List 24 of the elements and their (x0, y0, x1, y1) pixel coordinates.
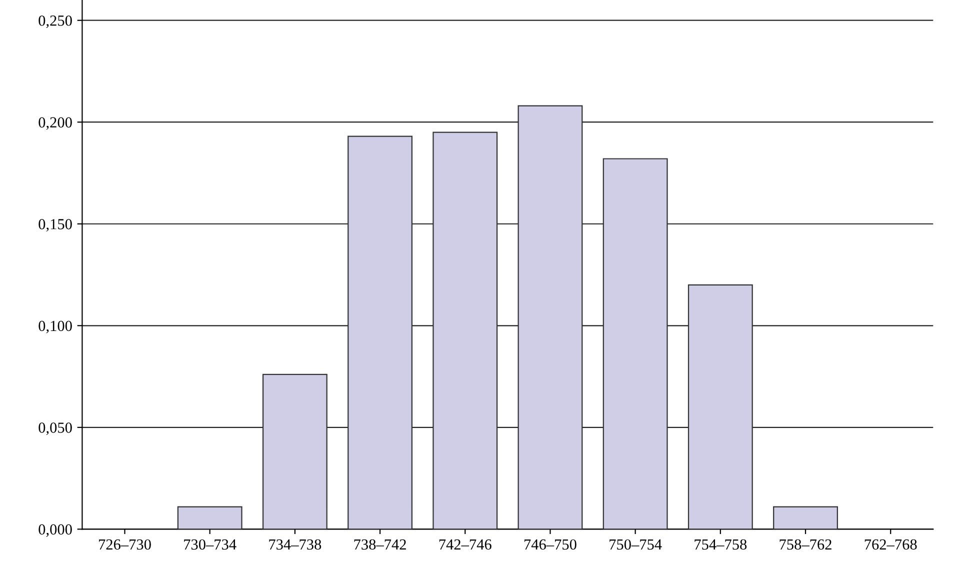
bar (602, 158, 668, 530)
x-tick-label: 734–738 (269, 539, 322, 550)
x-tick-label: 762–768 (864, 539, 917, 550)
x-tick-label: 726–730 (99, 539, 151, 550)
y-tick-label: 0,050 (38, 422, 72, 436)
x-tick-label: 742–746 (439, 539, 492, 550)
x-tick-label: 746–750 (524, 539, 576, 550)
y-tick-label: 0,000 (38, 524, 72, 537)
y-tick-label: 0,250 (38, 15, 72, 28)
bar (262, 374, 328, 530)
x-tick-label: 750–754 (610, 539, 662, 550)
y-tick-label: 0,100 (38, 320, 72, 334)
y-tick-label: 0,200 (38, 117, 72, 130)
bar (518, 105, 583, 530)
bar (432, 132, 498, 530)
bar (177, 506, 242, 530)
x-tick-label: 730–734 (184, 539, 236, 550)
x-tick-label: 754–758 (694, 539, 747, 550)
x-tick-label: 758–762 (780, 539, 832, 550)
y-tick-label: 0,150 (38, 219, 72, 232)
bar (348, 136, 412, 530)
x-tick-label: 738–742 (354, 539, 406, 550)
bar (688, 284, 753, 530)
bar (773, 506, 838, 530)
